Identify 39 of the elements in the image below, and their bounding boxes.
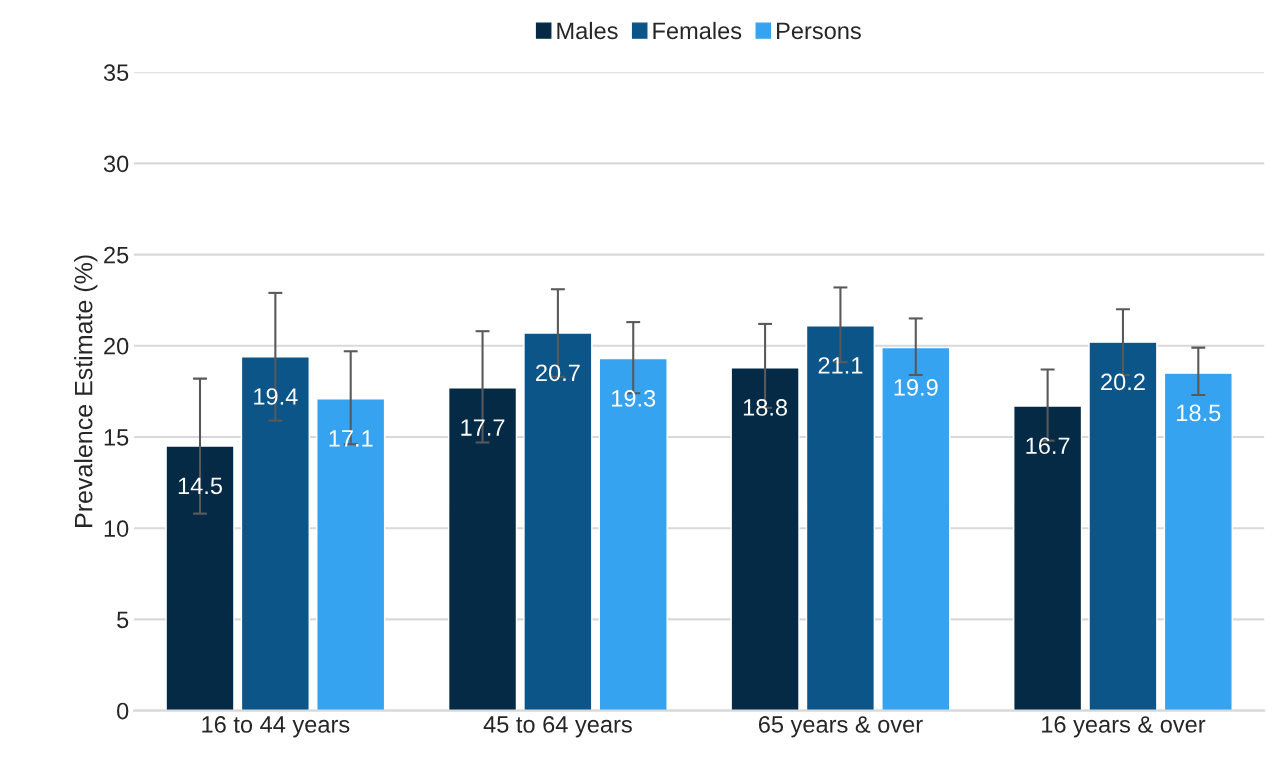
y-tick-label: 35 — [103, 64, 129, 81]
bar — [316, 398, 386, 711]
y-axis-title: Prevalence Estimate (%) — [74, 255, 98, 527]
y-tick-label: 20 — [104, 337, 129, 355]
legend-label: Persons — [777, 22, 861, 40]
data-label: 14.5 — [178, 477, 222, 495]
y-tick-label: 10 — [104, 520, 129, 537]
data-label: 19.3 — [612, 389, 656, 407]
data-label: 18.5 — [1177, 404, 1221, 422]
x-tick-label: 65 years & over — [758, 716, 923, 738]
x-tick-label: 16 years & over — [1042, 716, 1206, 738]
bar — [165, 445, 235, 711]
bar — [881, 346, 951, 711]
bar — [240, 356, 310, 711]
legend-label: Males — [557, 21, 618, 40]
y-tick-label: 25 — [104, 246, 129, 264]
data-label: 20.2 — [1101, 373, 1145, 391]
y-tick-label: 0 — [117, 702, 129, 720]
x-tick-label: 45 to 64 years — [483, 716, 632, 738]
bar — [447, 387, 518, 711]
bar — [523, 332, 593, 711]
y-tick-label: 5 — [117, 611, 129, 629]
bar — [1163, 372, 1233, 711]
data-label: 16.7 — [1026, 437, 1070, 455]
data-label: 20.7 — [536, 364, 580, 382]
data-label: 18.8 — [743, 399, 788, 416]
data-label: 19.4 — [254, 388, 298, 405]
data-label: 19.9 — [894, 379, 938, 396]
bar — [1013, 405, 1083, 711]
data-label: 17.7 — [461, 419, 505, 436]
y-tick-label: 15 — [104, 429, 129, 446]
data-label: 21.1 — [818, 357, 863, 374]
x-tick-label: 16 to 44 years — [202, 716, 350, 738]
bar — [1088, 341, 1158, 711]
bar — [805, 325, 876, 711]
legend-label: Females — [653, 21, 742, 40]
y-tick-label: 30 — [103, 155, 129, 173]
bar — [598, 357, 668, 711]
bar — [730, 366, 800, 711]
